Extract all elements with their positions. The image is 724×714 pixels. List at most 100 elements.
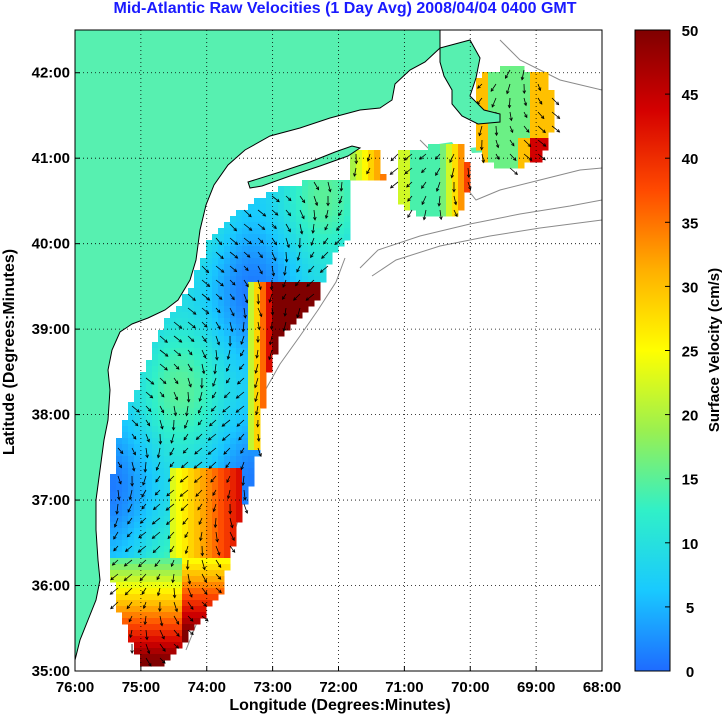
velocity-arrow (138, 545, 147, 553)
velocity-arrow (236, 419, 245, 427)
velocity-cell (506, 96, 513, 103)
velocity-cell (368, 174, 375, 181)
velocity-cell (110, 522, 117, 529)
velocity-cell (224, 468, 231, 475)
velocity-arrowhead (134, 422, 139, 427)
velocity-arrowhead (283, 313, 287, 317)
velocity-cell (230, 270, 237, 277)
velocity-cell (308, 204, 315, 211)
velocity-arrowhead (217, 325, 221, 330)
velocity-arrow (339, 195, 343, 204)
velocity-cell (182, 420, 189, 427)
velocity-cell (404, 156, 411, 163)
velocity-cell (530, 84, 537, 91)
velocity-arrow (169, 447, 175, 456)
velocity-arrowhead (197, 410, 202, 414)
velocity-cell (188, 510, 195, 517)
velocity-cell (176, 474, 183, 481)
velocity-cell (146, 612, 153, 619)
velocity-cell (308, 276, 315, 283)
velocity-arrow (214, 363, 217, 374)
velocity-cell (206, 486, 213, 493)
velocity-cell (176, 312, 183, 319)
velocity-cell (194, 396, 201, 403)
velocity-cell (158, 498, 165, 505)
velocity-cell (188, 606, 195, 613)
velocity-arrow (140, 517, 147, 524)
velocity-arrow (166, 489, 175, 497)
velocity-arrowhead (296, 314, 300, 319)
velocity-cell (308, 210, 315, 217)
velocity-cell (212, 564, 219, 571)
velocity-cell (182, 600, 189, 607)
velocity-cell (176, 438, 183, 445)
velocity-cell (248, 372, 255, 379)
velocity-cell (200, 414, 207, 421)
velocity-cell (116, 444, 123, 451)
velocity-cell (134, 468, 141, 475)
velocity-cell (164, 408, 171, 415)
y-tick-label: 35:00 (32, 663, 70, 680)
velocity-arrowhead (220, 255, 224, 260)
velocity-cell (158, 396, 165, 403)
velocity-arrowhead (225, 464, 229, 469)
colorbar-tick-label: 50 (682, 23, 699, 40)
velocity-cell (452, 174, 459, 181)
velocity-cell (230, 294, 237, 301)
velocity-cell (146, 498, 153, 505)
velocity-cell (152, 378, 159, 385)
velocity-cell (128, 444, 135, 451)
velocity-cell (110, 534, 117, 541)
velocity-arrowhead (406, 183, 410, 188)
velocity-cell (188, 456, 195, 463)
velocity-cell (206, 444, 213, 451)
velocity-arrow (173, 643, 179, 649)
velocity-cell (194, 462, 201, 469)
velocity-cell (116, 462, 123, 469)
velocity-cell (170, 492, 177, 499)
velocity-arrow (407, 209, 413, 218)
velocity-cell (212, 354, 219, 361)
velocity-cell (206, 300, 213, 307)
velocity-cell (146, 654, 153, 661)
velocity-cell (146, 540, 153, 547)
velocity-arrow (453, 209, 458, 217)
velocity-cell (254, 300, 261, 307)
velocity-cell (440, 192, 447, 199)
velocity-arrowhead (166, 521, 170, 526)
velocity-cell (182, 336, 189, 343)
velocity-arrow (257, 321, 260, 330)
velocity-cell (170, 324, 177, 331)
velocity-cell (170, 570, 177, 577)
velocity-cell (200, 282, 207, 289)
velocity-cell (212, 594, 219, 601)
velocity-cell (218, 576, 225, 583)
velocity-cell (170, 522, 177, 529)
velocity-cell (260, 258, 267, 265)
velocity-cell (266, 228, 273, 235)
velocity-cell (158, 480, 165, 487)
y-tick-label: 40:00 (32, 236, 70, 253)
velocity-arrowhead (137, 549, 142, 553)
velocity-cell (218, 234, 225, 241)
velocity-cell (212, 558, 219, 565)
velocity-cell (200, 408, 207, 415)
velocity-cell (308, 216, 315, 223)
velocity-cell (296, 276, 303, 283)
velocity-arrowhead (210, 479, 214, 483)
velocity-cell (224, 342, 231, 349)
velocity-arrowhead (151, 535, 156, 539)
velocity-arrow (212, 377, 217, 387)
velocity-cell (140, 438, 147, 445)
velocity-cell (308, 288, 315, 295)
velocity-cell (182, 402, 189, 409)
velocity-cell (200, 594, 207, 601)
velocity-cell (356, 174, 363, 181)
velocity-cell (176, 420, 183, 427)
velocity-arrow (129, 489, 133, 500)
velocity-cell (266, 222, 273, 229)
velocity-cell (272, 192, 279, 199)
velocity-cell (176, 384, 183, 391)
velocity-cell (524, 108, 531, 115)
velocity-cell (206, 306, 213, 313)
